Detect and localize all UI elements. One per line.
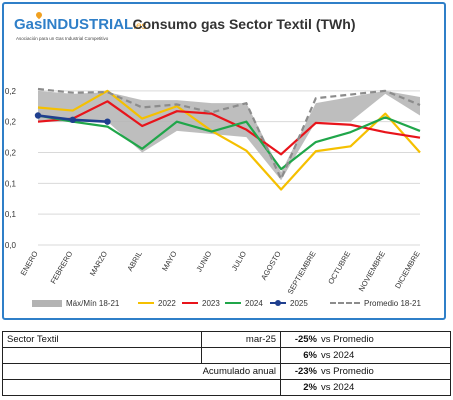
x-tick-label: ABRIL [125, 250, 144, 273]
data-point [69, 116, 76, 124]
y-tick-label: 0,0 [5, 241, 17, 250]
x-tick-label: ENERO [19, 249, 40, 277]
logo-es-text: .es [133, 21, 147, 32]
x-tick-label: NOVIEMBRE [357, 250, 387, 293]
x-tick-label: FEBRERO [49, 249, 75, 285]
data-point [104, 118, 111, 125]
pct-value: 6% [303, 350, 317, 361]
legend-label: 2025 [290, 298, 308, 308]
chart-panel: GasINDUSTRIAL.es Asociación para un Gas … [2, 2, 446, 320]
logo-industrial-text: INDUSTRIAL [42, 16, 134, 33]
series-line-2023 [37, 100, 421, 156]
legend-label: 2022 [158, 298, 176, 308]
legend-label: 2024 [245, 298, 263, 308]
legend-swatch [330, 302, 360, 304]
period-cell: mar-25 [201, 331, 281, 348]
range-band [38, 90, 420, 181]
table-row: Sector Textil mar-25 -25% vs Promedio [2, 331, 451, 348]
legend-swatch [270, 300, 286, 306]
legend-label: Promedio 18-21 [364, 298, 421, 308]
logo-tagline: Asociación para un Gas Industrial Compet… [16, 36, 109, 41]
legend-item: Máx/Mín 18-21 [32, 296, 119, 310]
legend-swatch [225, 302, 241, 304]
legend-item: 2024 [225, 296, 263, 310]
table-row: Acumulado anual -23% vs Promedio [2, 363, 451, 380]
pct-value: -25% [294, 334, 317, 345]
series-line-promedio-18-21 [37, 87, 421, 181]
legend-item: 2022 [138, 296, 176, 310]
accum-label-cell: Acumulado anual [2, 363, 281, 380]
pct-value: 2% [303, 382, 317, 393]
pct-text: vs Promedio [321, 366, 374, 377]
legend-item: Promedio 18-21 [330, 296, 421, 310]
pct-text: vs Promedio [321, 334, 374, 345]
legend-swatch [182, 302, 198, 304]
sector-label-cell: Sector Textil [2, 331, 202, 348]
gasindustrial-logo: GasINDUSTRIAL.es Asociación para un Gas … [14, 10, 164, 50]
x-tick-label: DICIEMBRE [393, 250, 422, 291]
legend-swatch [138, 302, 154, 304]
series-line-2022 [37, 89, 421, 191]
y-tick-label: 0,2 [5, 118, 17, 127]
legend-marker [275, 300, 281, 306]
pct-value: -23% [294, 366, 317, 377]
line-chart: 0,0 0,1 0,1 0,2 0,2 0,2 ENERO FEBRERO MARZO ABRIL… [5, 87, 422, 296]
comparison-cell: -25% vs Promedio [280, 331, 451, 348]
logo-gas-text: Gas [14, 16, 43, 33]
chart-legend: Máx/Mín 18-21 2022 2023 2024 2025 Promedio 18… [20, 296, 440, 310]
y-tick-label: 0,1 [5, 210, 17, 219]
legend-label: Máx/Mín 18-21 [66, 298, 120, 308]
legend-label: 2023 [202, 298, 220, 308]
x-tick-label: JUNIO [194, 249, 213, 273]
y-tick-label: 0,2 [5, 149, 17, 158]
data-point [34, 112, 42, 119]
series-line-2024 [37, 114, 421, 171]
y-tick-label: 0,1 [5, 179, 17, 188]
pct-text: vs 2024 [321, 350, 355, 361]
comparison-cell: 2% vs 2024 [280, 379, 451, 396]
comparison-cell: 6% vs 2024 [280, 347, 451, 364]
x-tick-label: MAYO [160, 249, 179, 272]
y-tick-label: 0,2 [5, 87, 17, 96]
table-row: 2% vs 2024 [2, 379, 451, 396]
comparison-cell: -23% vs Promedio [280, 363, 451, 380]
pct-text: vs 2024 [321, 382, 355, 393]
summary-table: Sector Textil mar-25 -25% vs Promedio 6% v… [2, 331, 451, 396]
x-tick-label: JULIO [230, 249, 249, 272]
chart-title: Consumo gas Sector Textil (TWh) [132, 16, 356, 32]
legend-item: 2023 [182, 296, 220, 310]
x-tick-label: AGOSTO [259, 249, 283, 281]
table-row: 6% vs 2024 [2, 347, 451, 364]
x-tick-label: OCTUBRE [326, 250, 352, 286]
x-tick-label: SEPTIEMBRE [286, 250, 318, 296]
legend-swatch [32, 299, 62, 307]
legend-item: 2025 [270, 296, 308, 310]
x-tick-label: MARZO [88, 249, 109, 277]
